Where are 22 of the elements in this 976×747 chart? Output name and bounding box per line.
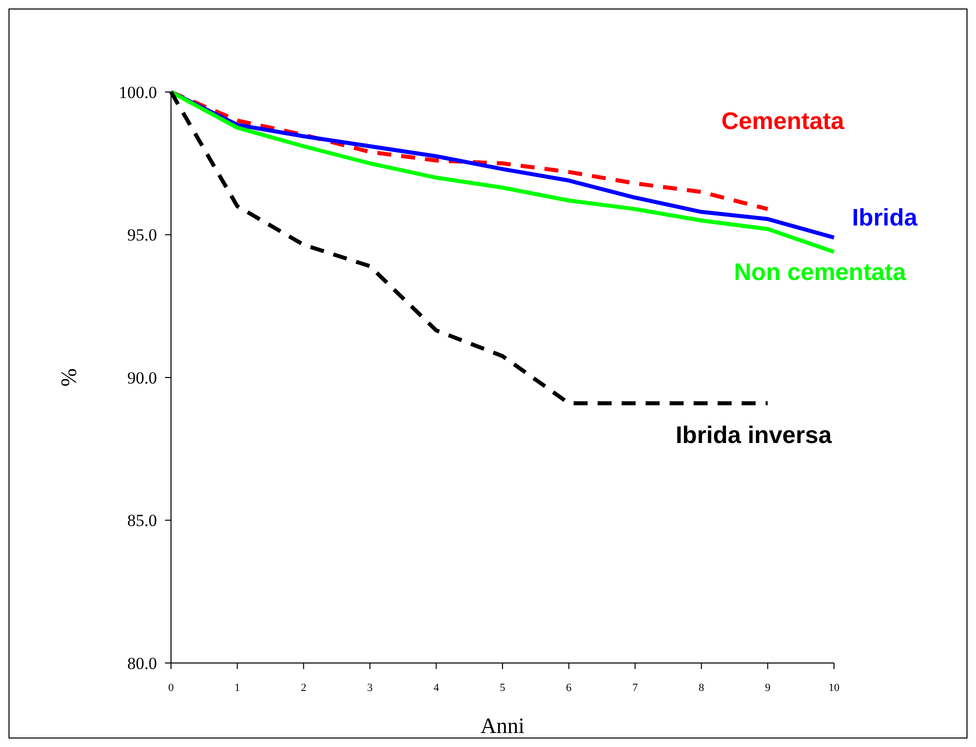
series-label: Ibrida inversa <box>676 422 832 450</box>
x-tick-label: 10 <box>828 682 840 694</box>
x-tick-label: 3 <box>367 682 374 694</box>
y-tick-label: 85.0 <box>127 511 157 530</box>
x-tick-label: 1 <box>234 682 240 694</box>
x-tick-label: 8 <box>698 682 705 694</box>
x-tick-label: 2 <box>300 682 306 694</box>
series-label: Non cementata <box>734 258 907 286</box>
x-tick-label: 9 <box>764 682 771 694</box>
x-tick-label: 4 <box>433 682 440 694</box>
y-tick-label: 80.0 <box>127 654 157 673</box>
y-axis-title: % <box>56 368 81 387</box>
x-tick-label: 7 <box>632 682 638 694</box>
x-axis-title: Anni <box>480 713 524 738</box>
x-tick-label: 6 <box>566 682 572 694</box>
x-tick-label: 0 <box>168 682 174 694</box>
y-tick-label: 100.0 <box>118 82 157 102</box>
y-tick-label: 95.0 <box>127 226 157 245</box>
x-tick-label: 5 <box>500 682 506 694</box>
y-tick-label: 90.0 <box>127 368 157 388</box>
series-label: Ibrida <box>852 204 918 232</box>
text: Cementata <box>721 108 845 136</box>
